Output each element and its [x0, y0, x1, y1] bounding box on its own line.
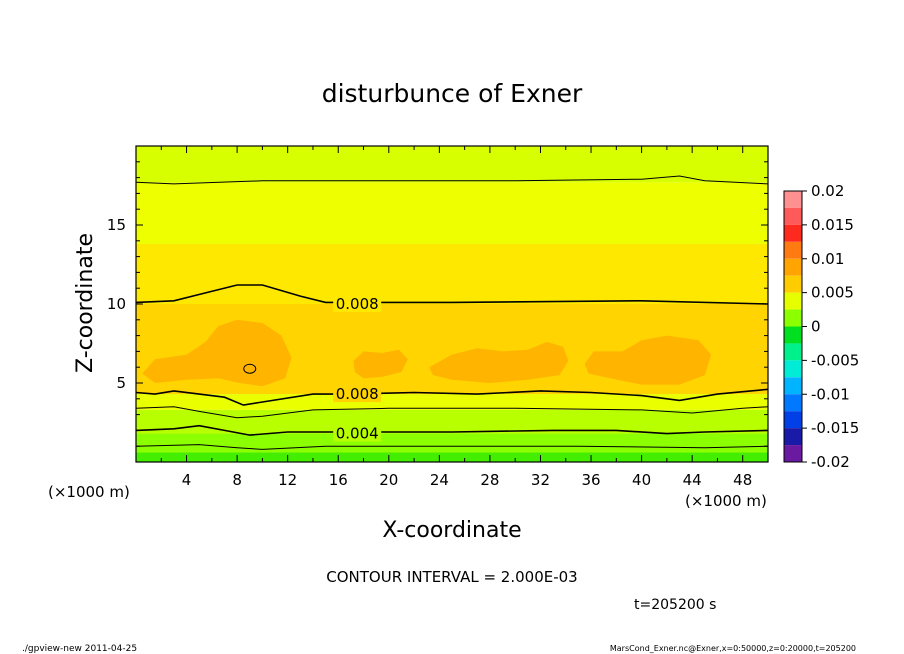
- colorbar-tick-label: 0.02: [811, 182, 844, 200]
- contour-interval-text: CONTOUR INTERVAL = 2.000E-03: [326, 568, 577, 586]
- field-band: [136, 409, 768, 434]
- time-stamp-text: t=205200 s: [634, 597, 716, 613]
- x-tick-label: 24: [430, 471, 449, 489]
- x-axis: 4 8 12 16 20 24 28 32 36 40 44 48: [160, 146, 752, 489]
- field-band: [136, 146, 768, 183]
- contour-line: [135, 406, 769, 419]
- footer-left-text: ./gpview-new 2011-04-25: [22, 644, 137, 654]
- colorbar-tick-label: 0.005: [811, 284, 854, 302]
- x-tick-label: 36: [581, 471, 600, 489]
- colorbar-swatch: [784, 343, 802, 361]
- colorbar-swatch: [784, 258, 802, 276]
- contour-line: [135, 284, 769, 305]
- x-tick-label: 16: [329, 471, 348, 489]
- contour-line: [135, 444, 769, 450]
- high-value-region: [429, 341, 569, 383]
- x-tick-label: 44: [683, 471, 702, 489]
- colorbar-swatch: [784, 309, 802, 327]
- field-band: [136, 182, 768, 244]
- y-axis: 5 10 15: [107, 161, 768, 447]
- colorbar-swatch: [784, 377, 802, 395]
- x-tick-label: 48: [733, 471, 752, 489]
- contour-label-background: [333, 425, 382, 442]
- y-tick-label: 5: [116, 374, 126, 392]
- high-value-region: [584, 335, 712, 385]
- field-band: [136, 452, 768, 462]
- contour-labels: 0.008 0.008 0.004: [333, 295, 382, 443]
- footer-right-text: MarsCond_Exner.nc@Exner,x=0:50000,z=0:20…: [610, 644, 856, 653]
- contour-label: 0.008: [336, 295, 379, 313]
- contour-label-background: [333, 386, 382, 403]
- field-band: [136, 243, 768, 304]
- contour-line: [135, 175, 769, 185]
- colorbar-swatch: [784, 224, 802, 242]
- colorbar-tick-label: -0.015: [811, 419, 859, 437]
- field-band: [136, 394, 768, 410]
- colorbar-tick-label: 0.015: [811, 216, 854, 234]
- contour-label-background: [333, 296, 382, 312]
- x-tick-label: 20: [379, 471, 398, 489]
- colorbar-swatch: [784, 360, 802, 378]
- colorbar: 0.02 0.015 0.01 0.005 0 -0.005 -0.01 -0.015 -0.0…: [783, 182, 859, 471]
- colorbar-tick-label: -0.005: [811, 351, 859, 369]
- contour-label: 0.004: [336, 425, 379, 443]
- colorbar-swatch: [784, 428, 802, 446]
- colorbar-swatch: [784, 326, 802, 344]
- contour-field: [136, 146, 768, 462]
- colorbar-tick-label: -0.01: [811, 385, 850, 403]
- colorbar-swatch: [784, 191, 802, 208]
- x-tick-label: 4: [182, 471, 192, 489]
- high-value-region: [142, 319, 292, 387]
- colorbar-tick-label: -0.02: [811, 453, 850, 471]
- colorbar-swatch: [784, 411, 802, 429]
- chart-title: disturbunce of Exner: [322, 79, 583, 108]
- y-tick-label: 10: [107, 295, 126, 313]
- x-unit-label-right: (×1000 m): [685, 492, 767, 510]
- colorbar-swatch: [784, 207, 802, 225]
- high-value-region: [353, 349, 408, 379]
- colorbar-swatch: [784, 275, 802, 293]
- x-tick-label: 32: [531, 471, 550, 489]
- x-unit-label-left: (×1000 m): [48, 483, 130, 501]
- contour-label: 0.008: [336, 385, 379, 403]
- colorbar-tick-label: 0.01: [811, 250, 844, 268]
- field-band: [136, 433, 768, 453]
- y-axis-label: Z-coordinate: [73, 233, 98, 373]
- x-axis-label: X-coordinate: [382, 518, 521, 543]
- colorbar-swatch: [784, 292, 802, 310]
- colorbar-swatch: [784, 394, 802, 412]
- y-tick-label: 15: [107, 216, 126, 234]
- x-tick-label: 8: [232, 471, 242, 489]
- colorbar-swatch: [784, 445, 802, 462]
- colorbar-tick-label: 0: [811, 318, 821, 336]
- x-tick-label: 12: [278, 471, 297, 489]
- contour-line: [243, 363, 257, 374]
- x-tick-label: 28: [480, 471, 499, 489]
- x-tick-label: 40: [632, 471, 651, 489]
- colorbar-swatch: [784, 241, 802, 259]
